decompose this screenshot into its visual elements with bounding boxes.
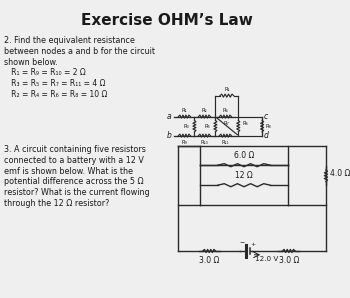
Text: R₂: R₂	[202, 108, 207, 113]
Text: R₁ = R₉ = R₁₀ = 2 Ω: R₁ = R₉ = R₁₀ = 2 Ω	[4, 69, 85, 77]
Text: R₈: R₈	[266, 124, 272, 129]
Text: b: b	[167, 131, 172, 140]
Text: R₂ = R₄ = R₆ = R₈ = 10 Ω: R₂ = R₄ = R₆ = R₈ = 10 Ω	[4, 90, 107, 100]
Text: resistor? What is the current flowing: resistor? What is the current flowing	[4, 188, 149, 197]
Text: 3.0 Ω: 3.0 Ω	[279, 256, 299, 265]
Text: −: −	[240, 239, 245, 244]
Text: 4.0 Ω: 4.0 Ω	[330, 169, 350, 178]
Text: Exercise OHM’s Law: Exercise OHM’s Law	[81, 13, 253, 28]
Text: a: a	[167, 112, 172, 121]
Text: between nodes a and b for the circuit: between nodes a and b for the circuit	[4, 46, 155, 55]
Text: 6.0 Ω: 6.0 Ω	[234, 151, 254, 160]
Text: 3. A circuit containing five resistors: 3. A circuit containing five resistors	[4, 145, 146, 154]
Text: R₄: R₄	[223, 108, 228, 113]
Text: 2. Find the equivalent resistance: 2. Find the equivalent resistance	[4, 35, 135, 45]
Text: 12 Ω: 12 Ω	[235, 171, 253, 181]
Text: R₃ = R₅ = R₇ = R₁₁ = 4 Ω: R₃ = R₅ = R₇ = R₁₁ = 4 Ω	[4, 80, 105, 89]
Text: R₅: R₅	[205, 124, 211, 129]
Text: R₆: R₆	[242, 121, 248, 126]
Text: shown below.: shown below.	[4, 58, 57, 66]
Text: R₉: R₉	[182, 140, 187, 145]
Text: R₁₁: R₁₁	[222, 140, 229, 145]
Text: c: c	[264, 112, 268, 121]
Text: +: +	[251, 242, 256, 247]
Text: 3.0 Ω: 3.0 Ω	[199, 256, 219, 265]
Text: connected to a battery with a 12 V: connected to a battery with a 12 V	[4, 156, 144, 165]
Text: R₃: R₃	[184, 124, 190, 129]
Text: 12.0 V: 12.0 V	[256, 256, 279, 262]
Text: R₁: R₁	[182, 108, 187, 113]
Text: R₇: R₇	[223, 121, 229, 126]
Text: through the 12 Ω resistor?: through the 12 Ω resistor?	[4, 198, 109, 208]
Text: emf is shown below. What is the: emf is shown below. What is the	[4, 167, 133, 176]
Text: d: d	[264, 131, 269, 140]
Text: R₁₀: R₁₀	[201, 140, 208, 145]
Text: R₁: R₁	[224, 87, 230, 92]
Text: potential difference across the 5 Ω: potential difference across the 5 Ω	[4, 177, 143, 186]
